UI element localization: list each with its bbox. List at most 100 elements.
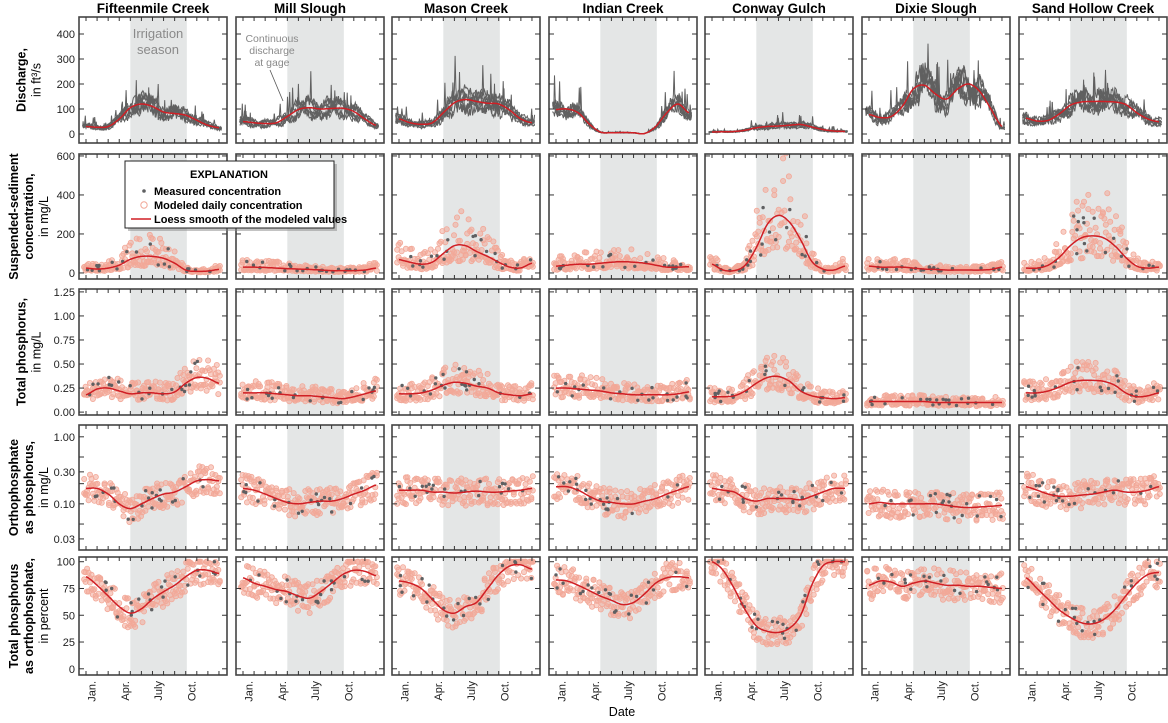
modeled-point	[526, 478, 533, 485]
panel-frame	[548, 288, 698, 416]
modeled-point	[803, 240, 810, 247]
modeled-point	[1107, 218, 1114, 225]
measured-point	[564, 381, 568, 386]
modeled-point	[529, 473, 536, 480]
measured-point	[666, 495, 670, 499]
modeled-point	[474, 482, 481, 489]
modeled-point	[1086, 227, 1093, 234]
measured-point	[932, 266, 936, 270]
measured-point	[131, 517, 135, 522]
month-tick-label: Oct.	[656, 681, 668, 701]
panel-frame	[1018, 288, 1168, 416]
modeled-point	[443, 226, 450, 233]
month-tick-label: July	[936, 681, 948, 701]
modeled-point	[749, 262, 756, 269]
month-tick-label: Oct.	[1126, 681, 1138, 701]
measured-point	[457, 367, 461, 371]
modeled-point	[398, 248, 405, 255]
modeled-point	[756, 219, 763, 226]
month-tick-label: Oct.	[969, 681, 981, 701]
measured-point	[573, 385, 577, 389]
measured-point	[446, 238, 450, 242]
measured-point	[156, 263, 160, 267]
modeled-point	[1089, 208, 1096, 215]
y-tick-label: 0.75	[54, 335, 75, 347]
modeled-point	[647, 503, 654, 510]
measured-point	[1155, 389, 1160, 393]
modeled-point	[521, 397, 528, 404]
modeled-point	[1067, 257, 1074, 264]
modeled-point	[771, 187, 778, 194]
y-tick-label: 0.00	[54, 407, 75, 419]
modeled-point	[257, 383, 264, 390]
measured-point	[618, 390, 622, 394]
panel-data	[394, 361, 536, 404]
measured-point	[1072, 214, 1076, 218]
modeled-point	[686, 266, 693, 273]
measured-point	[140, 504, 144, 508]
measured-point	[159, 499, 163, 503]
modeled-point	[729, 386, 736, 393]
measured-point	[726, 390, 730, 394]
modeled-point	[675, 499, 682, 506]
y-tick-label: 1.00	[54, 311, 75, 323]
modeled-point	[480, 225, 487, 232]
measured-point	[148, 386, 152, 390]
modeled-point	[129, 250, 136, 257]
modeled-point	[815, 385, 822, 392]
modeled-point	[1121, 377, 1128, 384]
modeled-point	[171, 248, 178, 255]
measured-point	[605, 496, 609, 500]
modeled-point	[499, 251, 506, 258]
measured-point	[1115, 374, 1119, 378]
measured-point	[295, 269, 299, 273]
modeled-point	[660, 255, 667, 262]
modeled-point	[360, 477, 367, 484]
modeled-point	[1056, 389, 1063, 396]
y-tick-label: 600	[57, 151, 75, 163]
measured-point	[1151, 385, 1156, 390]
measured-point	[601, 265, 605, 269]
measured-point	[431, 483, 435, 487]
month-tick-label: Jan.	[713, 681, 725, 702]
modeled-point	[450, 232, 457, 239]
modeled-point	[1149, 397, 1156, 404]
modeled-point	[676, 379, 683, 386]
measured-point	[927, 265, 931, 269]
measured-point	[408, 394, 413, 398]
discharge-trace	[865, 62, 1006, 131]
measured-point	[1052, 265, 1056, 269]
panel-frame	[391, 424, 541, 551]
panel-data	[551, 471, 693, 521]
modeled-point	[780, 155, 787, 162]
y-axis-label: in ft³/s	[30, 63, 44, 97]
measured-point	[556, 475, 561, 479]
measured-point	[651, 396, 655, 400]
modeled-point	[216, 474, 223, 481]
measured-point	[397, 484, 402, 489]
panel-ortho	[391, 424, 541, 551]
modeled-point	[785, 173, 792, 180]
modeled-point	[627, 506, 634, 513]
loess-line	[868, 83, 1003, 128]
modeled-point	[417, 495, 424, 502]
measured-point	[187, 267, 191, 271]
panel-frame	[548, 16, 698, 144]
modeled-point	[637, 506, 644, 513]
panel-data	[707, 472, 849, 518]
measured-point	[424, 484, 428, 488]
y-axis-label: Orthophosphate	[7, 439, 21, 536]
modeled-point	[679, 494, 686, 501]
modeled-point	[742, 395, 749, 402]
measured-point	[500, 266, 504, 270]
measured-point	[1106, 386, 1111, 391]
measured-point	[195, 359, 200, 364]
measured-point	[400, 383, 404, 388]
measured-point	[1099, 388, 1104, 393]
modeled-point	[1114, 252, 1121, 259]
y-axis-label: in mg/L	[37, 467, 51, 508]
panel-data	[864, 256, 1006, 275]
measured-point	[251, 263, 256, 267]
panel-discharge	[861, 16, 1011, 144]
measured-point	[1075, 228, 1079, 232]
